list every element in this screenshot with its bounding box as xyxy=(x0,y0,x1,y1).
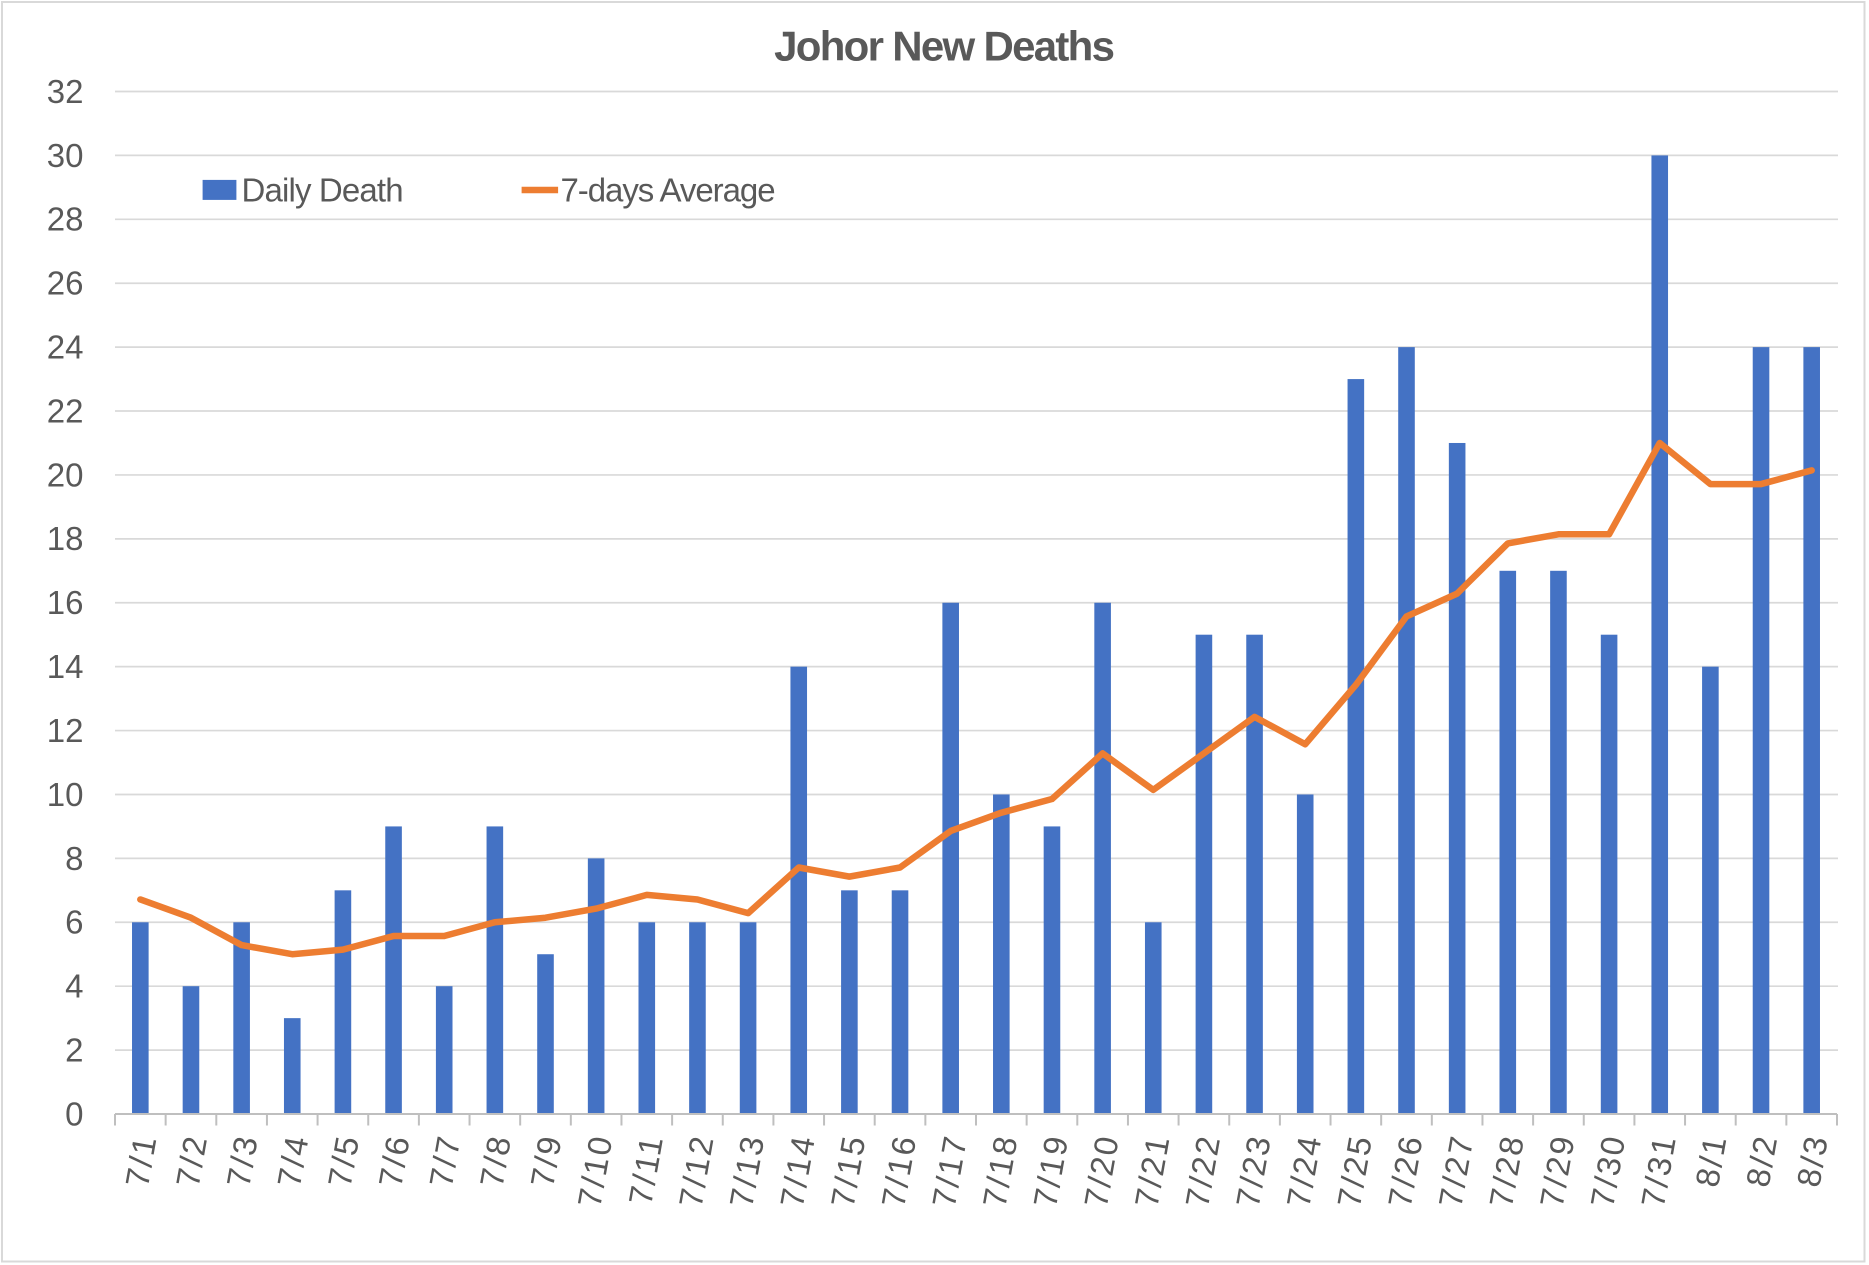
svg-text:7/8: 7/8 xyxy=(473,1132,519,1190)
svg-text:16: 16 xyxy=(47,584,84,621)
svg-text:4: 4 xyxy=(65,968,83,1005)
svg-text:7/7: 7/7 xyxy=(422,1132,468,1190)
svg-text:2: 2 xyxy=(65,1031,83,1068)
svg-text:30: 30 xyxy=(47,137,84,174)
svg-text:8/2: 8/2 xyxy=(1739,1132,1785,1190)
svg-text:8/1: 8/1 xyxy=(1688,1132,1734,1190)
svg-text:28: 28 xyxy=(47,201,84,238)
svg-text:6: 6 xyxy=(65,904,83,941)
svg-text:7/2: 7/2 xyxy=(169,1132,215,1190)
svg-text:24: 24 xyxy=(47,329,84,366)
svg-text:32: 32 xyxy=(47,73,84,110)
svg-text:Daily Death: Daily Death xyxy=(242,172,403,209)
svg-text:7-days Average: 7-days Average xyxy=(561,172,775,209)
svg-text:7/9: 7/9 xyxy=(523,1132,569,1190)
svg-text:Johor New Deaths: Johor New Deaths xyxy=(774,23,1114,70)
svg-text:7/5: 7/5 xyxy=(321,1132,367,1190)
svg-text:26: 26 xyxy=(47,265,84,302)
svg-text:14: 14 xyxy=(47,648,84,685)
svg-text:7/1: 7/1 xyxy=(118,1132,164,1190)
svg-text:7/4: 7/4 xyxy=(270,1132,316,1190)
svg-text:8/3: 8/3 xyxy=(1790,1132,1836,1190)
svg-text:20: 20 xyxy=(47,456,84,493)
svg-text:7/6: 7/6 xyxy=(371,1132,417,1190)
svg-text:22: 22 xyxy=(47,392,84,429)
svg-text:12: 12 xyxy=(47,712,84,749)
svg-text:10: 10 xyxy=(47,776,84,813)
svg-text:0: 0 xyxy=(65,1095,83,1132)
svg-text:8: 8 xyxy=(65,840,83,877)
svg-text:18: 18 xyxy=(47,520,84,557)
svg-text:7/3: 7/3 xyxy=(219,1132,265,1190)
